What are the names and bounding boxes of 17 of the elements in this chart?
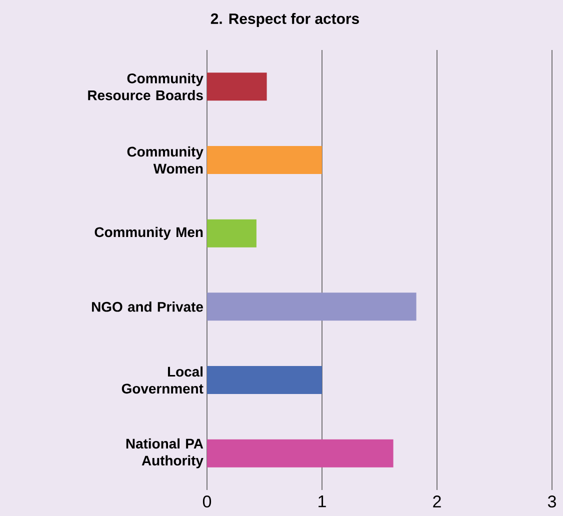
bar	[207, 219, 256, 248]
y-tick-label: NGO and Private	[92, 302, 203, 312]
y-tick-label: National PA Authority	[126, 438, 204, 468]
bar	[207, 146, 322, 174]
bar	[207, 366, 322, 394]
y-tick-label: Community Men	[94, 226, 203, 240]
y-tick-label: Community Resource Boards	[88, 73, 204, 100]
y-tick-label: Local Government	[122, 366, 204, 394]
x-tick-label: 3	[548, 496, 556, 508]
x-tick-label: 0	[202, 496, 212, 508]
bar	[207, 439, 394, 468]
x-tick-label: 2	[433, 496, 441, 508]
bar	[207, 292, 416, 321]
bar	[207, 72, 267, 101]
chart-title: 2. Respect for actors	[210, 13, 359, 27]
x-tick-label: 1	[318, 496, 326, 508]
y-tick-label: Community Women	[127, 146, 204, 174]
